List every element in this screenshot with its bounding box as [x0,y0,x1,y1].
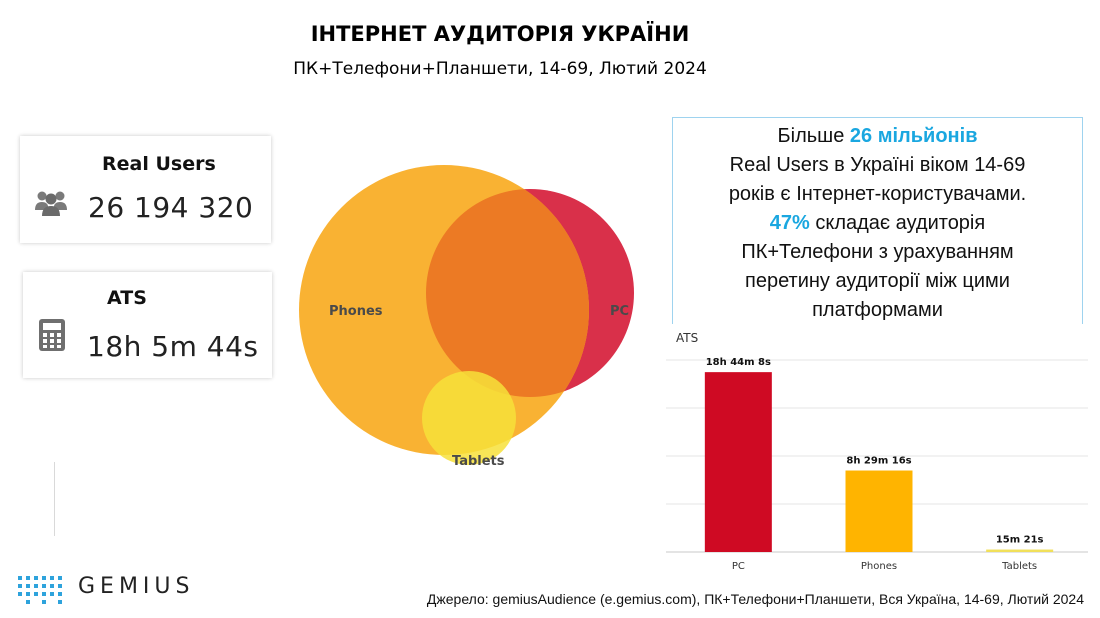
bar-phones [845,470,913,552]
page-title: ІНТЕРНЕТ АУДИТОРІЯ УКРАЇНИ [310,22,690,46]
venn-diagram: Phones PC Tablets [299,165,634,469]
bar-value-label: 8h 29m 16s [846,456,911,467]
bar-value-label: 15m 21s [996,535,1044,546]
venn-label-phones: Phones [329,304,383,319]
x-tick-label: Tablets [1001,561,1037,572]
chart-title: ATS [676,331,699,345]
info-highlight-users: 26 мільйонів [849,125,978,147]
divider-line [54,462,55,536]
real-users-label: Real Users [102,153,216,175]
bar-value-label: 18h 44m 8s [706,357,771,368]
gemius-logo-icon [18,576,62,604]
venn-label-tablets: Tablets [452,454,505,469]
calculator-icon [39,319,65,351]
real-users-value: 26 194 320 [88,191,254,224]
info-line-2: Real Users в Україні віком 14-69 [729,154,1026,176]
bar-tablets [986,549,1054,552]
info-line-1: Більше 26 мільйонів [777,125,978,147]
info-line-5: ПК+Телефони з урахуванням [741,241,1014,263]
info-box: Більше 26 мільйонів Real Users в Україні… [672,117,1083,324]
venn-tablets-circle [422,371,516,465]
ats-label: ATS [107,287,147,309]
ats-value: 18h 5m 44s [87,330,259,363]
gemius-logo-text: GEMIUS [78,574,195,599]
bar-pc [704,372,772,552]
source-note: Джерело: gemiusAudience (e.gemius.com), … [426,591,1084,607]
ats-bar-chart: 18h 44m 8s PC 8h 29m 16s Phones 15m 21s Table… [666,357,1088,572]
info-line-3: років є Інтернет-користувачами. [728,183,1027,205]
users-group-icon [35,191,67,216]
info-line-7: платформами [812,299,943,321]
page-subtitle: ПК+Телефони+Планшети, 14-69, Лютий 2024 [293,59,707,79]
info-line-6: перетину аудиторії між цими [745,270,1010,292]
real-users-card: Real Users 26 194 320 [20,136,271,243]
info-line-4: 47% складає аудиторія [769,212,986,234]
x-tick-label: Phones [861,561,897,572]
info-highlight-percent: 47% [769,212,810,234]
x-tick-label: PC [732,561,745,572]
venn-label-pc: PC [610,304,629,319]
ats-card: ATS 18h 5m 44s [23,272,272,378]
